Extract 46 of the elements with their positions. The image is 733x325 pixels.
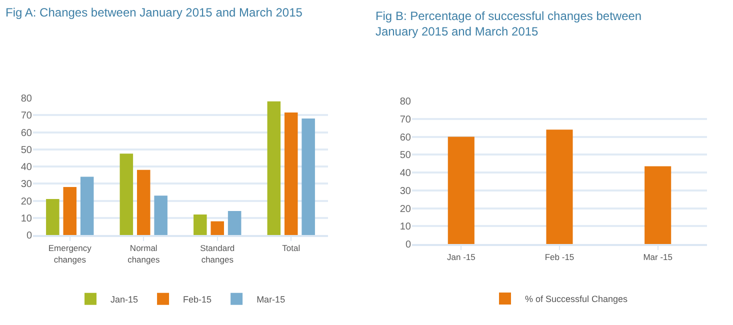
y-tick-label: 70 [400, 114, 412, 126]
x-tick-label: Mar -15 [643, 252, 673, 262]
y-tick-label: 70 [20, 110, 32, 122]
y-tick-label: 10 [20, 213, 32, 224]
bar [546, 130, 573, 244]
bar [46, 199, 60, 235]
x-tick-label: Jan -15 [446, 252, 476, 262]
y-tick-label: 40 [20, 162, 32, 173]
bar [644, 166, 672, 244]
bar [63, 187, 77, 235]
bar [284, 112, 298, 235]
bar [80, 176, 94, 235]
x-tick-label: Total [282, 243, 300, 254]
legend-label: Mar-15 [256, 294, 286, 304]
bar [154, 196, 168, 235]
bar [267, 101, 281, 235]
bar [120, 154, 134, 235]
y-tick-label: 40 [400, 168, 412, 179]
bar [194, 214, 207, 235]
x-tick-label: Normal changes [128, 243, 160, 264]
x-tick-label: Feb -15 [544, 252, 574, 262]
legend-label: Jan-15 [110, 294, 138, 304]
bar [136, 170, 150, 235]
bar [302, 118, 315, 235]
y-tick-label: 80 [400, 96, 412, 108]
legend-label: % of Successful Changes [525, 294, 628, 304]
bar [228, 211, 242, 235]
y-tick-label: 30 [20, 179, 32, 190]
bar [448, 136, 474, 244]
y-tick-label: 10 [400, 222, 412, 233]
y-tick-label: 60 [400, 132, 412, 144]
y-tick-label: 50 [400, 150, 412, 162]
chart-title: Fig A: Changes between January 2015 and March 2015 [6, 5, 303, 20]
y-tick-label: 80 [20, 94, 32, 104]
y-tick-label: 20 [20, 196, 32, 208]
y-tick-label: 0 [26, 230, 32, 242]
legend-label: Feb-15 [183, 294, 212, 304]
y-tick-label: 50 [20, 144, 32, 156]
x-tick-label: Emergency changes [48, 243, 92, 264]
x-tick-label: Standard changes [200, 243, 235, 264]
chart-title: Fig B: Percentage of successful changes between January 2015 and March 2015 [375, 9, 642, 39]
y-tick-label: 30 [400, 186, 412, 197]
y-tick-label: 60 [20, 128, 32, 139]
y-tick-label: 20 [400, 204, 412, 215]
y-tick-label: 0 [405, 240, 412, 250]
bar [210, 221, 224, 235]
